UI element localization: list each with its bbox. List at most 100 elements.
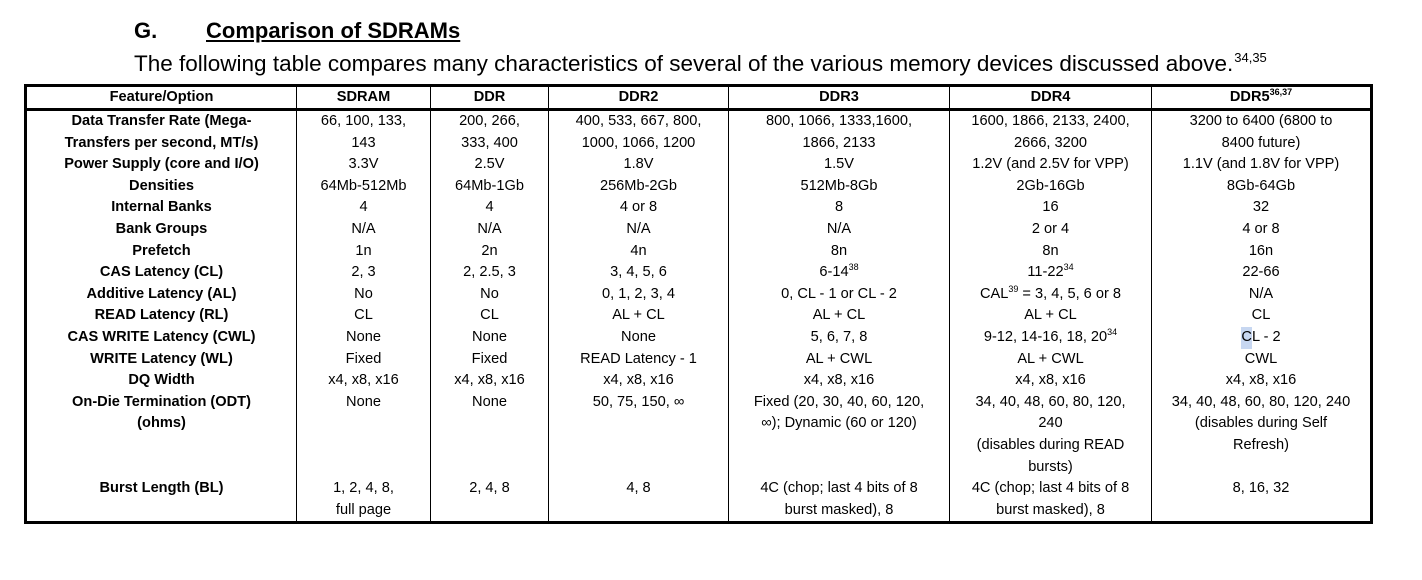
cell-line: ∞); Dynamic (60 or 120): [761, 415, 917, 432]
cell-ddr2: 1.8V: [548, 154, 729, 176]
cell-ddr: Fixed: [430, 348, 549, 371]
row-label: Internal Banks: [25, 197, 297, 219]
cell-line: bursts): [1028, 458, 1073, 475]
text-selection-highlight[interactable]: C: [1241, 326, 1252, 349]
header-ddr2: DDR2: [548, 85, 729, 111]
cell-ddr5: 32: [1151, 197, 1372, 219]
cell-ddr5: 22-66: [1151, 262, 1372, 284]
cell-ddr2: AL + CL: [548, 305, 729, 327]
cell-sdram: 3.3V: [296, 154, 431, 176]
cell-ddr3: AL + CWL: [728, 348, 950, 371]
cell-line: 8400 future): [1221, 134, 1301, 151]
cell-ddr: N/A: [430, 218, 549, 241]
cell-sdram: 1, 2, 4, 8, full page: [296, 478, 431, 525]
cell-ddr2: None: [548, 326, 729, 349]
row-additive-latency: Additive Latency (AL) No No 0, 1, 2, 3, …: [25, 283, 1372, 306]
cell-text: 6-14: [819, 264, 849, 281]
header-feature: Feature/Option: [25, 85, 297, 111]
cell-ddr2: x4, x8, x16: [548, 370, 729, 392]
cell-ddr: 2.5V: [430, 154, 549, 176]
cell-ddr3: 0, CL - 1 or CL - 2: [728, 283, 950, 306]
cell-ddr2: 0, 1, 2, 3, 4: [548, 283, 729, 306]
cell-line: burst masked), 8: [996, 501, 1105, 518]
footnote-ref: 39: [1008, 283, 1019, 294]
row-label: CAS WRITE Latency (CWL): [25, 326, 297, 349]
cell-sdram: 1n: [296, 240, 431, 263]
cell-sdram: 2, 3: [296, 262, 431, 284]
cell-text: 11-22: [1027, 264, 1064, 281]
cell-ddr: 2, 2.5, 3: [430, 262, 549, 284]
cell-sdram: 66, 100, 133, 143: [296, 109, 431, 155]
cell-ddr4: 1.2V (and 2.5V for VPP): [949, 154, 1152, 176]
cell-line: 1, 2, 4, 8,: [333, 480, 394, 497]
footnote-ref: 38: [848, 262, 859, 273]
label-line: Data Transfer Rate (Mega-: [71, 113, 252, 129]
row-cas-latency: CAS Latency (CL) 2, 3 2, 2.5, 3 3, 4, 5,…: [25, 262, 1372, 284]
cell-ddr4: AL + CL: [949, 305, 1152, 327]
cell-line: full page: [335, 501, 392, 518]
cell-ddr5: 8Gb-64Gb: [1151, 175, 1372, 198]
cell-text: 9-12, 14-16, 18, 20: [983, 328, 1108, 345]
cell-sdram: None: [296, 326, 431, 349]
cell-ddr: None: [430, 391, 549, 479]
row-on-die-termination: On-Die Termination (ODT) (ohms) None None…: [25, 391, 1372, 479]
cell-text: = 3, 4, 5, 6 or 8: [1018, 285, 1122, 302]
cell-line: 2666, 3200: [1013, 134, 1088, 151]
cell-ddr3: 4C (chop; last 4 bits of 8 burst masked),…: [728, 478, 950, 525]
cell-line: 34, 40, 48, 60, 80, 120,: [975, 393, 1126, 410]
cell-ddr4: 34, 40, 48, 60, 80, 120, 240 (disables dur…: [949, 391, 1152, 479]
header-sdram: SDRAM: [296, 85, 431, 111]
cell-sdram: Fixed: [296, 348, 431, 371]
cell-ddr5: 4 or 8: [1151, 218, 1372, 241]
cell-ddr5: N/A: [1151, 283, 1372, 306]
header-ddr5-refs: 36,37: [1269, 87, 1293, 97]
cell-line: 400, 533, 667, 800,: [575, 113, 702, 129]
row-write-latency: WRITE Latency (WL) Fixed Fixed READ Late…: [25, 348, 1372, 371]
cell-ddr5: x4, x8, x16: [1151, 370, 1372, 392]
cell-sdram: N/A: [296, 218, 431, 241]
cell-ddr5: CL - 2: [1151, 326, 1372, 349]
cell-ddr4: 1600, 1866, 2133, 2400, 2666, 3200: [949, 109, 1152, 155]
row-dq-width: DQ Width x4, x8, x16 x4, x8, x16 x4, x8,…: [25, 370, 1372, 392]
cell-ddr: None: [430, 326, 549, 349]
row-burst-length: Burst Length (BL) 1, 2, 4, 8, full page 2…: [25, 478, 1372, 525]
cell-line: 66, 100, 133,: [320, 113, 407, 129]
cell-ddr: 2n: [430, 240, 549, 263]
cell-ddr2: READ Latency - 1: [548, 348, 729, 371]
cell-ddr3: 1.5V: [728, 154, 950, 176]
row-label: READ Latency (RL): [25, 305, 297, 327]
cell-ddr3: 6-1438: [728, 262, 950, 284]
cell-line: 4C (chop; last 4 bits of 8: [760, 480, 918, 497]
footnote-ref: 34: [1063, 262, 1074, 273]
cell-ddr3: 5, 6, 7, 8: [728, 326, 950, 349]
cell-line: 333, 400: [461, 134, 518, 151]
header-ddr4: DDR4: [949, 85, 1152, 111]
cell-ddr3: N/A: [728, 218, 950, 241]
row-power-supply: Power Supply (core and I/O) 3.3V 2.5V 1.…: [25, 154, 1372, 176]
row-label: Densities: [25, 175, 297, 198]
cell-ddr2: 4n: [548, 240, 729, 263]
row-label: Burst Length (BL): [25, 478, 297, 525]
cell-line: burst masked), 8: [784, 501, 894, 518]
cell-ddr4: x4, x8, x16: [949, 370, 1152, 392]
cell-line: (disables during Self: [1194, 415, 1328, 432]
cell-ddr2: 400, 533, 667, 800, 1000, 1066, 1200: [548, 109, 729, 155]
cell-line: 4C (chop; last 4 bits of 8: [971, 480, 1130, 497]
row-label: On-Die Termination (ODT) (ohms): [25, 391, 297, 479]
cell-ddr4: 2Gb-16Gb: [949, 175, 1152, 198]
row-label: Data Transfer Rate (Mega- Transfers per s…: [25, 109, 297, 155]
header-ddr3: DDR3: [728, 85, 950, 111]
cell-ddr4: 16: [949, 197, 1152, 219]
cell-ddr: No: [430, 283, 549, 306]
label-line: (ohms): [137, 415, 186, 432]
cell-ddr4: AL + CWL: [949, 348, 1152, 371]
cell-ddr2: N/A: [548, 218, 729, 241]
cell-line: 1000, 1066, 1200: [581, 134, 696, 151]
label-line: On-Die Termination (ODT): [72, 393, 251, 410]
section-heading: G. Comparison of SDRAMs: [134, 18, 460, 44]
cell-sdram: No: [296, 283, 431, 306]
cell-sdram: None: [296, 391, 431, 479]
cell-ddr4: CAL39 = 3, 4, 5, 6 or 8: [949, 283, 1152, 306]
cell-ddr: x4, x8, x16: [430, 370, 549, 392]
cell-ddr4: 9-12, 14-16, 18, 2034: [949, 326, 1152, 349]
